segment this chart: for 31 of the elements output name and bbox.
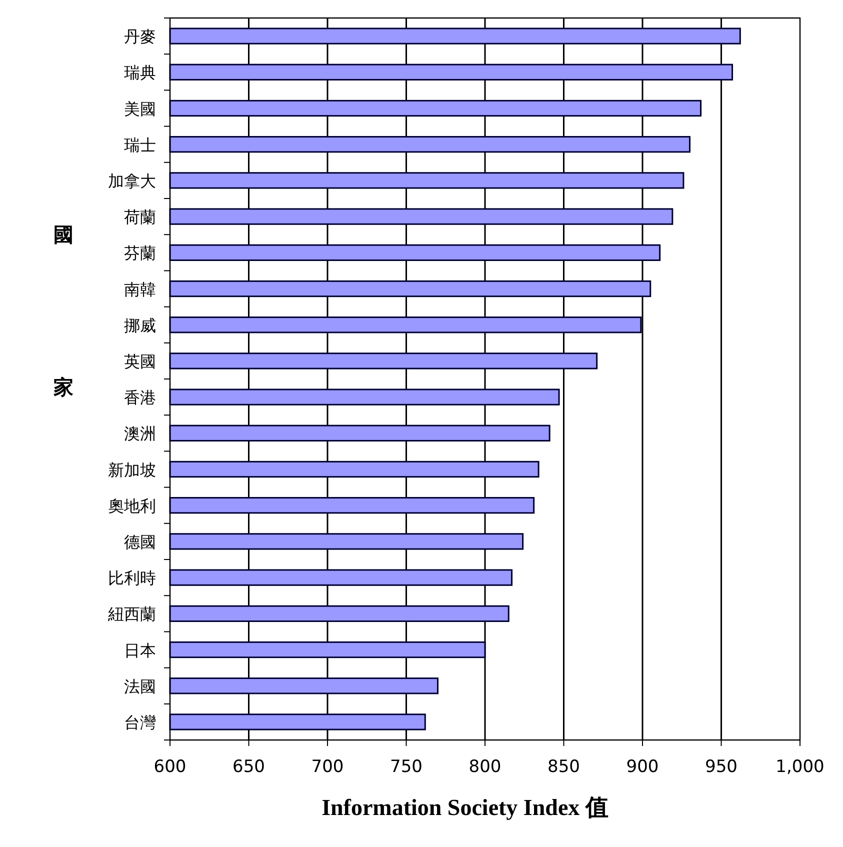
- y-tick-label: 法國: [124, 678, 156, 696]
- y-tick-label: 挪威: [124, 316, 156, 335]
- y-tick-label: 英國: [124, 352, 156, 371]
- y-tick-label: 香港: [124, 389, 156, 408]
- x-tick-label: 900: [626, 757, 659, 777]
- y-tick-label: 紐西蘭: [107, 606, 156, 624]
- x-axis-title: Information Society Index 值: [322, 795, 608, 820]
- y-tick-label: 日本: [124, 642, 156, 660]
- x-tick-label: 700: [311, 757, 344, 777]
- x-tick-label: 750: [390, 757, 422, 777]
- y-tick-label: 德國: [124, 534, 156, 552]
- x-tick-label: 1,000: [776, 757, 824, 777]
- ylabel: 國家: [52, 209, 74, 509]
- y-tick-label: 芬蘭: [124, 244, 156, 263]
- y-tick-label: 比利時: [108, 570, 156, 588]
- y-tick-label: 瑞典: [124, 64, 156, 82]
- y-tick-label: 丹麥: [124, 28, 156, 46]
- y-tick-label: 澳洲: [124, 425, 156, 444]
- y-tick-label: 荷蘭: [124, 208, 156, 227]
- x-tick-label: 950: [705, 757, 738, 777]
- y-tick-label: 新加坡: [108, 461, 156, 480]
- y-tick-label: 台灣: [124, 714, 156, 732]
- x-tick-label: 600: [154, 757, 186, 777]
- y-tick-label: 加拿大: [108, 172, 156, 190]
- x-tick-label: 850: [548, 757, 580, 777]
- x-tick-label: 800: [468, 757, 502, 777]
- y-tick-label: 南韓: [124, 280, 156, 299]
- y-tick-label: 奧地利: [108, 497, 156, 516]
- x-tick-label: 650: [232, 757, 265, 777]
- y-tick-label: 瑞士: [124, 136, 156, 154]
- y-tick-label: 美國: [124, 100, 156, 118]
